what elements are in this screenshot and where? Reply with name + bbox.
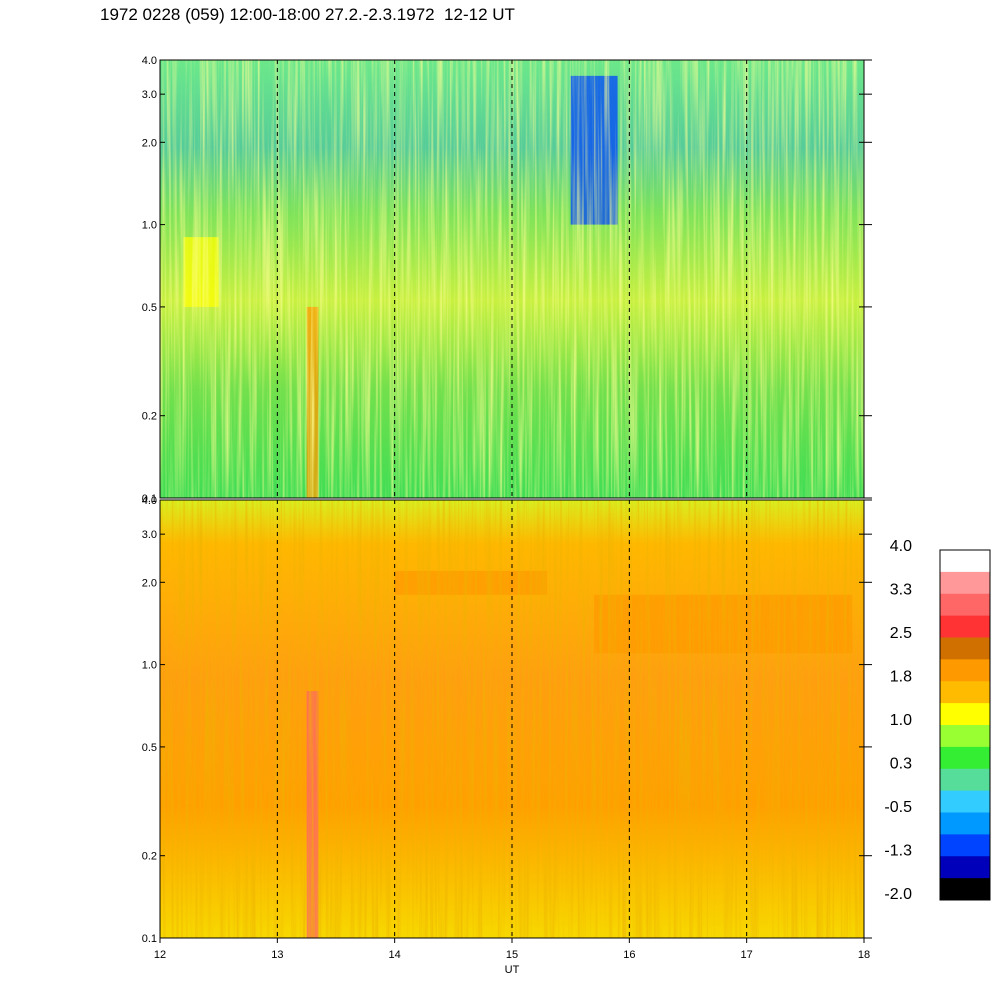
colorbar-frame bbox=[939, 549, 991, 901]
lower-panel: 0.1 0.2 0.5 1.0 2.0 3.0 4.0 12 13 14 15 16 17 18 UT bbox=[142, 495, 872, 976]
colorbar-swatch bbox=[940, 812, 990, 835]
colorbar-swatch bbox=[940, 659, 990, 682]
colorbar-swatch bbox=[940, 681, 990, 704]
colorbar-label: -0.5 bbox=[884, 799, 912, 816]
colorbar-label: -1.3 bbox=[884, 843, 912, 860]
colorbar-swatch bbox=[940, 834, 990, 857]
lower-y-tick-label: 2.0 bbox=[142, 577, 157, 589]
colorbar-swatch bbox=[940, 746, 990, 770]
colorbar-label: 1.0 bbox=[890, 712, 912, 729]
x-tick-label: 13 bbox=[271, 949, 283, 961]
x-tick-label: 14 bbox=[389, 949, 401, 961]
upper-y-tick-label: 0.1 bbox=[142, 493, 157, 505]
colorbar-label: 0.3 bbox=[890, 756, 912, 773]
colorbar-label: 2.5 bbox=[890, 625, 912, 642]
x-tick-label: 16 bbox=[623, 949, 635, 961]
lower-y-tick-label: 0.1 bbox=[142, 933, 157, 945]
chart-title: 1972 0228 (059) 12:00-18:00 27.2.-2.3.19… bbox=[100, 5, 515, 24]
upper-y-tick-label: 0.2 bbox=[142, 411, 157, 423]
upper-y-tick-label: 3.0 bbox=[142, 89, 157, 101]
colorbar-swatch bbox=[940, 725, 990, 748]
lower-y-tick-label: 1.0 bbox=[142, 660, 157, 672]
colorbar-swatch bbox=[940, 593, 990, 617]
x-tick-label: 12 bbox=[154, 949, 166, 961]
colorbar-swatch bbox=[940, 615, 990, 638]
lower-y-tick-label: 0.5 bbox=[142, 742, 157, 754]
colorbar-swatch bbox=[940, 768, 990, 792]
colorbar-swatch bbox=[940, 878, 990, 901]
upper-panel: 0.1 0.2 0.5 1.0 2.0 3.0 4.0 bbox=[142, 55, 872, 505]
colorbar-swatch bbox=[940, 856, 990, 879]
upper-y-tick-label: 1.0 bbox=[142, 220, 157, 232]
colorbar-label: 1.8 bbox=[890, 669, 912, 686]
x-tick-label: 17 bbox=[741, 949, 753, 961]
colorbar-swatch bbox=[940, 571, 990, 595]
lower-y-tick-label: 4.0 bbox=[142, 495, 157, 507]
x-tick-label: 18 bbox=[858, 949, 870, 961]
colorbar-swatch bbox=[940, 550, 990, 573]
lower-y-tick-label: 0.2 bbox=[142, 851, 157, 863]
upper-y-tick-label: 2.0 bbox=[142, 137, 157, 149]
lower-y-tick-label: 3.0 bbox=[142, 529, 157, 541]
colorbar: 4.0 3.3 2.5 1.8 1.0 0.3 -0.5 -1.3 -2.0 bbox=[884, 538, 991, 903]
colorbar-label: 3.3 bbox=[890, 582, 912, 599]
colorbar-label: 4.0 bbox=[890, 538, 912, 555]
colorbar-swatch bbox=[940, 637, 990, 660]
x-tick-label: 15 bbox=[506, 949, 518, 961]
colorbar-swatch bbox=[940, 790, 990, 813]
upper-frame bbox=[159, 59, 865, 499]
colorbar-label: -2.0 bbox=[884, 886, 912, 903]
upper-y-tick-label: 0.5 bbox=[142, 302, 157, 314]
upper-y-tick-label: 4.0 bbox=[142, 55, 157, 67]
x-axis-label: UT bbox=[505, 964, 520, 976]
colorbar-swatch bbox=[940, 703, 990, 726]
